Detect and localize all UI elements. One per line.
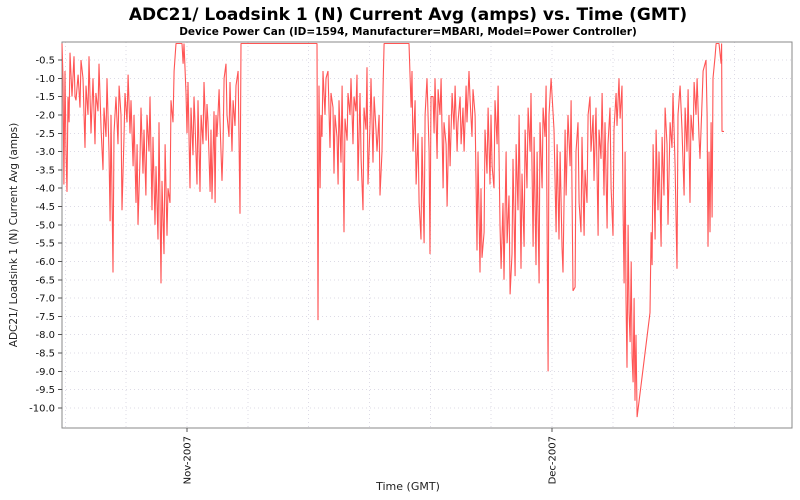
y-tick-label: -7.0	[35, 294, 55, 305]
x-axis-label: Time (GMT)	[376, 480, 440, 493]
chart-title: ADC21/ Loadsink 1 (N) Current Avg (amps)…	[128, 5, 688, 25]
y-tick-label: -5.5	[35, 239, 55, 250]
y-tick-label: -2.5	[35, 129, 55, 140]
y-tick-label: -5.0	[35, 220, 55, 231]
y-tick-label: -3.5	[35, 165, 55, 176]
chart-subtitle: Device Power Can (ID=1594, Manufacturer=…	[179, 26, 637, 38]
series-line	[61, 42, 724, 418]
y-tick-label: -1.0	[35, 74, 55, 85]
y-tick-label: -4.5	[35, 202, 55, 213]
y-tick-label: -7.5	[35, 312, 55, 323]
y-tick-label: -3.0	[35, 147, 55, 158]
y-tick-label: -10.0	[29, 403, 55, 414]
y-tick-label: -8.5	[35, 349, 55, 360]
plot-border	[61, 41, 793, 429]
y-tick-label: -0.5	[35, 56, 55, 67]
y-tick-label: -1.5	[35, 92, 55, 103]
y-tick-label: -4.0	[35, 184, 55, 195]
y-tick-label: -2.0	[35, 110, 55, 121]
y-tick-label: -6.0	[35, 257, 55, 268]
y-tick-label: -9.0	[35, 367, 55, 378]
y-tick-label: -6.5	[35, 275, 55, 286]
y-tick-label: -8.0	[35, 330, 55, 341]
y-tick-label: -9.5	[35, 385, 55, 396]
x-tick-label: Dec-2007	[547, 436, 558, 484]
x-tick-label: Nov-2007	[182, 436, 193, 484]
